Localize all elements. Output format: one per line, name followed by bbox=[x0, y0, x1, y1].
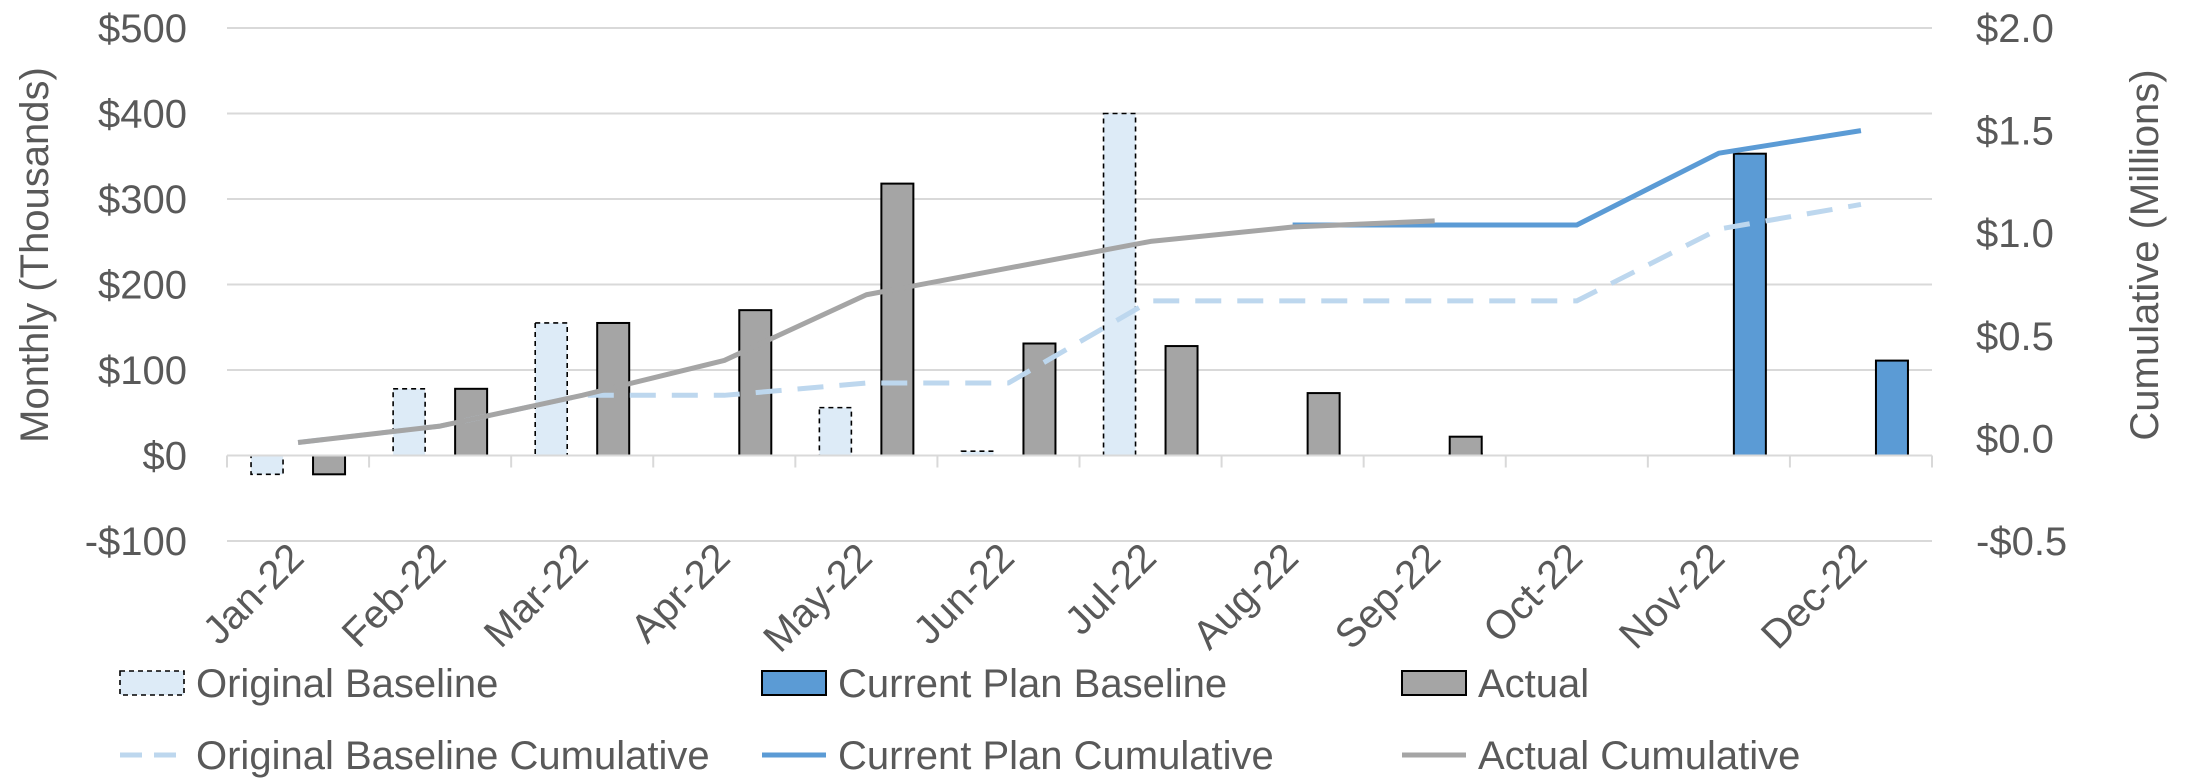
legend-label: Original Baseline Cumulative bbox=[196, 734, 710, 778]
y-tick-label: -$100 bbox=[85, 520, 187, 564]
bar-original-baseline bbox=[1102, 112, 1137, 457]
y2-tick-label: $1.0 bbox=[1976, 212, 2054, 256]
y-tick-label: $300 bbox=[98, 178, 187, 222]
bar-current-plan-baseline bbox=[1732, 152, 1767, 457]
x-tick-label: May-22 bbox=[755, 535, 880, 660]
bar-actual bbox=[738, 309, 773, 457]
bar-actual bbox=[312, 454, 347, 476]
bar-actual bbox=[1164, 345, 1199, 457]
x-tick-label: Jan-22 bbox=[195, 535, 313, 653]
bars bbox=[250, 112, 1909, 476]
y2-tick-label: $1.5 bbox=[1976, 110, 2054, 154]
y2-tick-label: $0.5 bbox=[1976, 315, 2054, 359]
line-current-plan-cumulative bbox=[1292, 128, 1862, 228]
legend-label: Original Baseline bbox=[196, 662, 498, 706]
legend-label: Actual Cumulative bbox=[1478, 734, 1800, 778]
y2-tick-label: $2.0 bbox=[1976, 7, 2054, 51]
bar-actual bbox=[880, 182, 915, 457]
bar-original-baseline bbox=[818, 406, 853, 457]
y2-axis-title: Cumulative (Millions) bbox=[2123, 69, 2167, 440]
y-tick-label: $400 bbox=[98, 93, 187, 137]
x-tick-label: Jun-22 bbox=[905, 535, 1023, 653]
x-tick-label: Nov-22 bbox=[1611, 535, 1733, 657]
legend-label: Current Plan Baseline bbox=[838, 662, 1227, 706]
bar-actual bbox=[1448, 435, 1483, 457]
legend-swatch-original-baseline bbox=[119, 670, 185, 696]
legend-swatch-current-plan-baseline bbox=[761, 670, 827, 696]
y-tick-label: $100 bbox=[98, 349, 187, 393]
cumulative-lines bbox=[297, 128, 1862, 445]
x-tick-label: Jul-22 bbox=[1057, 535, 1165, 643]
bar-current-plan-baseline bbox=[1874, 359, 1909, 457]
y-tick-label: $500 bbox=[98, 7, 187, 51]
x-tick-label: Dec-22 bbox=[1753, 535, 1875, 657]
line-actual-cumulative bbox=[297, 218, 1435, 445]
bar-original-baseline bbox=[250, 454, 284, 476]
bar-original-baseline bbox=[392, 388, 426, 457]
legend: Original Baseline Current Plan Baseline Ac… bbox=[119, 662, 1800, 778]
x-tick-label: Feb-22 bbox=[334, 535, 455, 656]
y-axis-title: Monthly (Thousands) bbox=[13, 67, 57, 443]
axes: -$100 $0 $100 $200 $300 $400 $500 -$0.5 $0.0 $0.5… bbox=[85, 7, 2067, 661]
x-tick-label: Aug-22 bbox=[1185, 535, 1307, 657]
bar-original-baseline bbox=[534, 322, 569, 457]
y2-tick-label: $0.0 bbox=[1976, 417, 2054, 461]
y-tick-label: $200 bbox=[98, 264, 187, 308]
legend-label: Current Plan Cumulative bbox=[838, 734, 1274, 778]
bar-actual bbox=[1022, 342, 1057, 457]
x-tick-label: Apr-22 bbox=[623, 535, 739, 651]
legend-swatch-actual bbox=[1401, 670, 1467, 696]
bar-actual bbox=[1306, 392, 1341, 457]
gridlines bbox=[227, 27, 1932, 542]
legend-label: Actual bbox=[1478, 662, 1589, 706]
x-tick-label: Mar-22 bbox=[476, 535, 597, 656]
y2-tick-label: -$0.5 bbox=[1976, 520, 2067, 564]
y-tick-label: $0 bbox=[143, 435, 188, 479]
x-tick-label: Oct-22 bbox=[1475, 535, 1591, 651]
bar-original-baseline bbox=[960, 450, 995, 457]
x-tick-label: Sep-22 bbox=[1327, 535, 1449, 657]
